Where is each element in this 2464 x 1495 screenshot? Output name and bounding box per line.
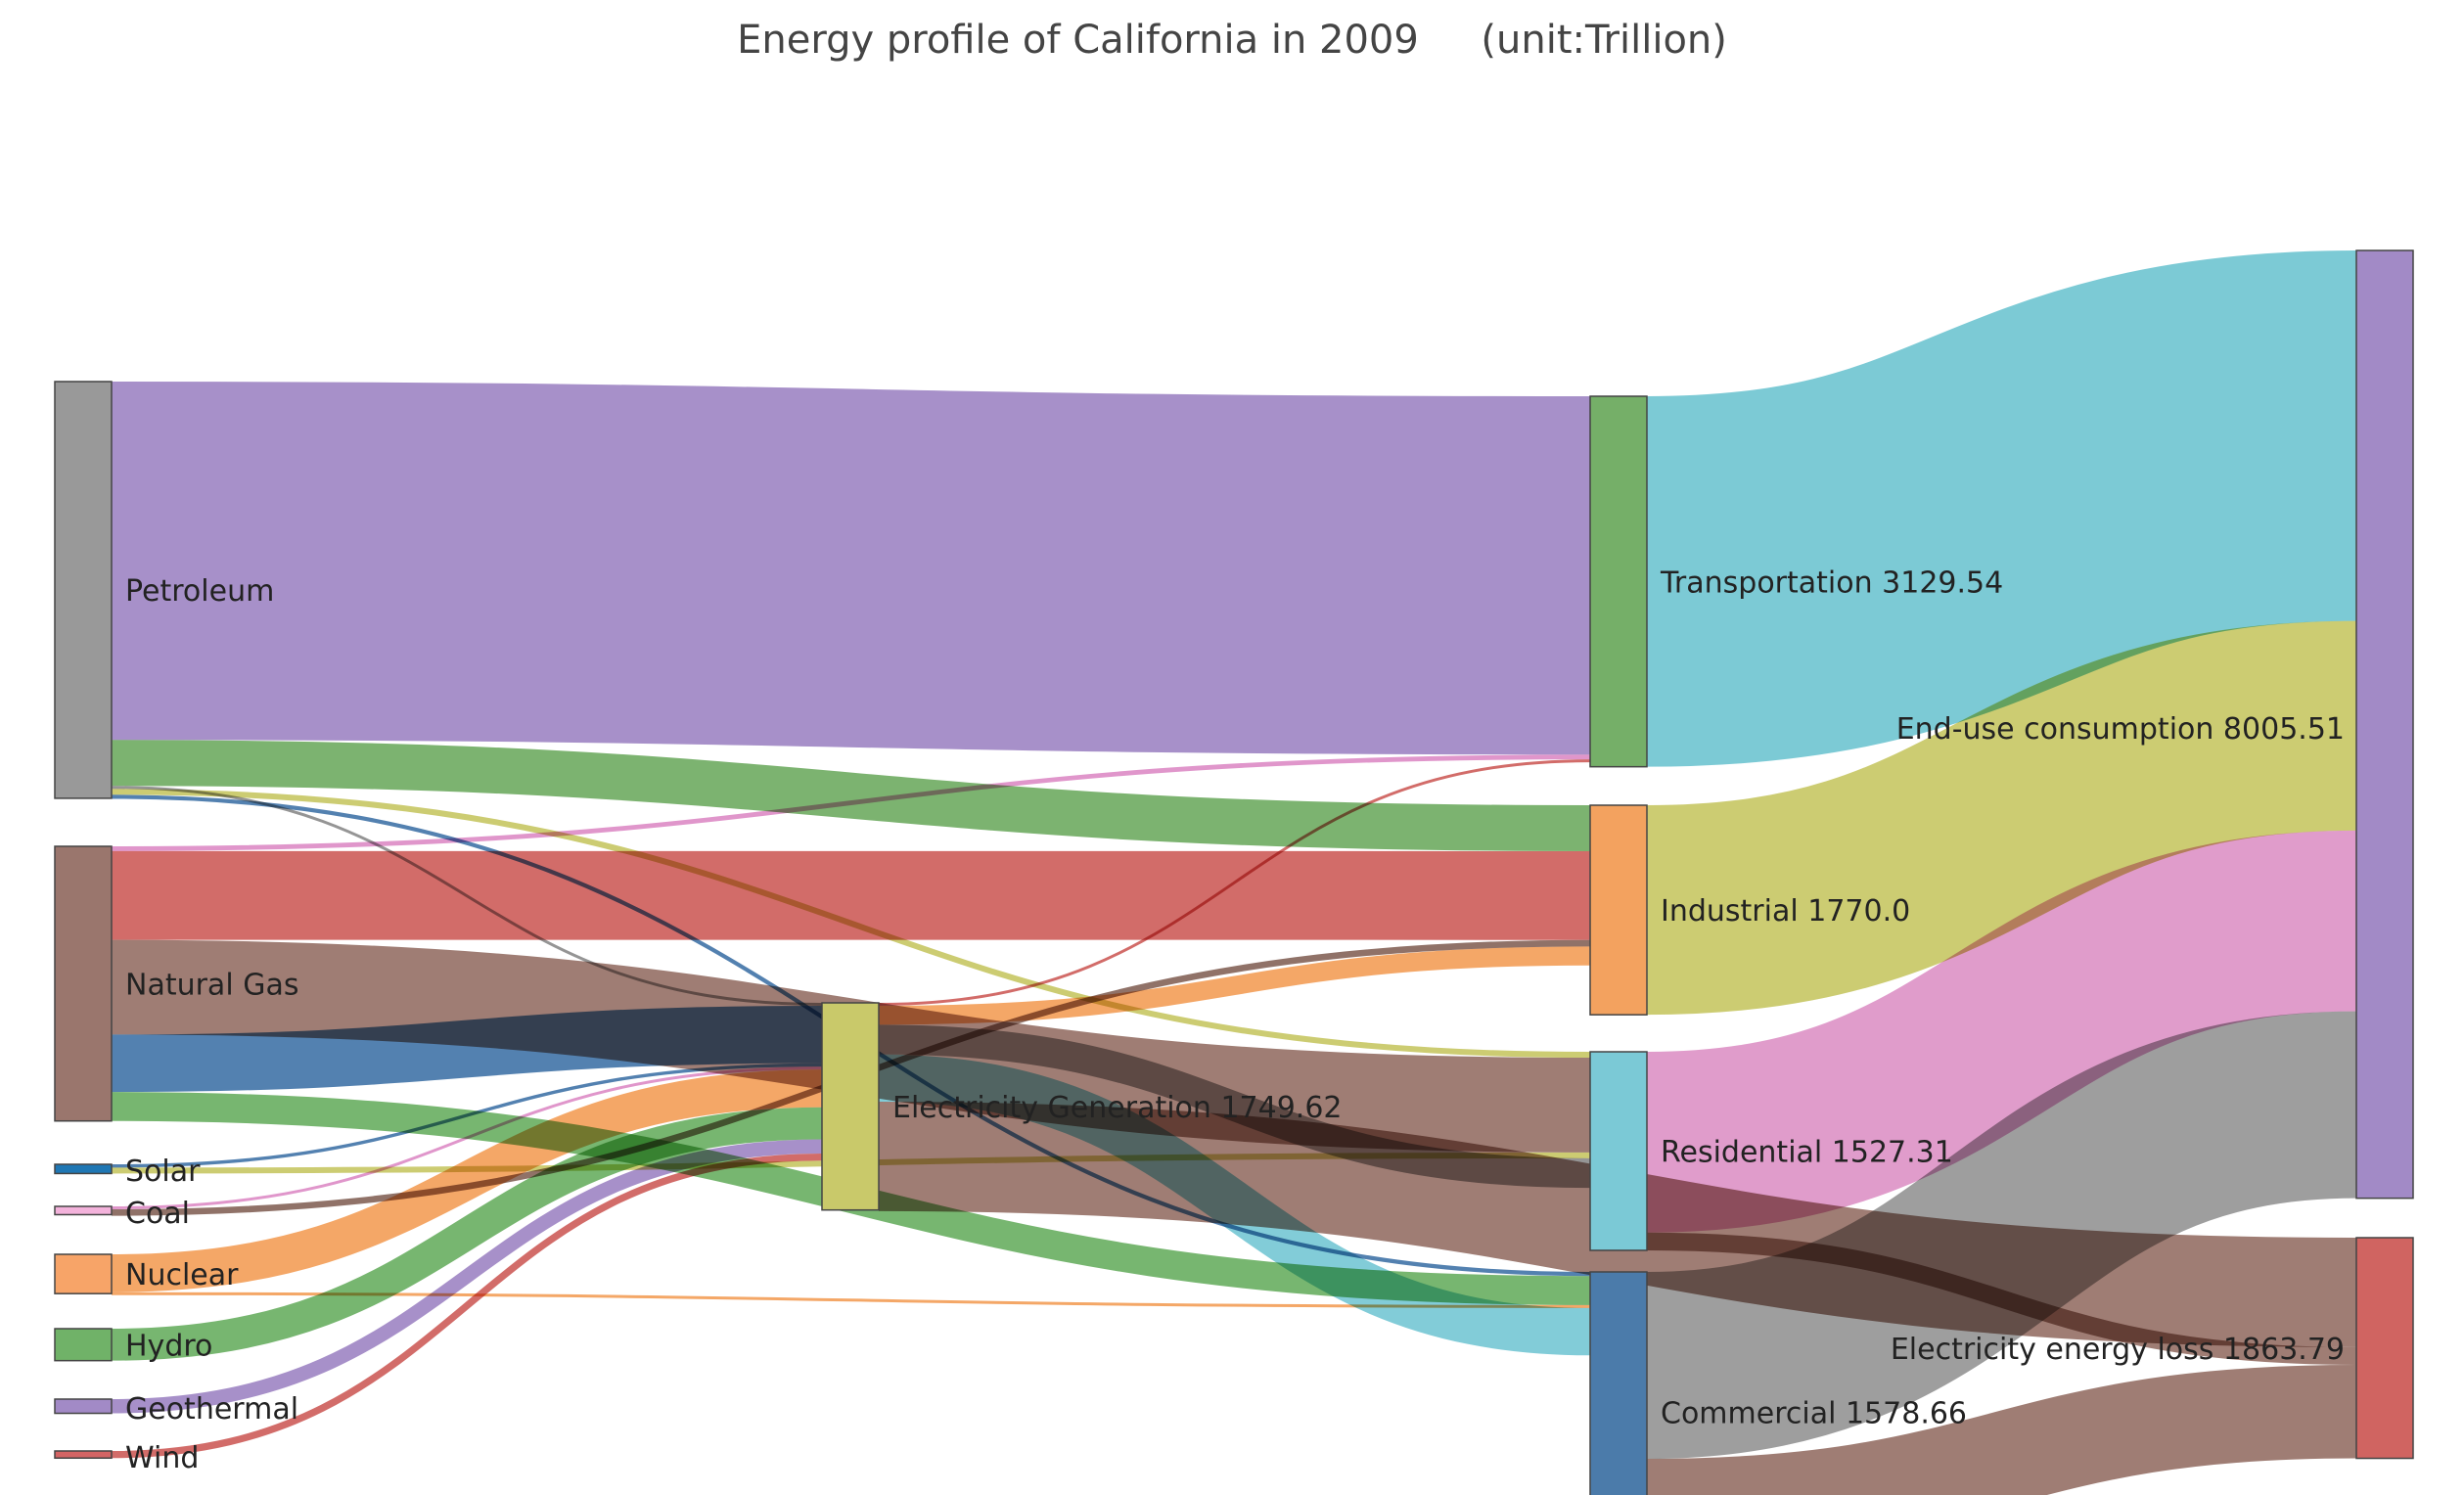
node-label-industrial: Industrial 1770.0 bbox=[1661, 894, 1910, 929]
link-wind-to-electricity_generation bbox=[111, 1153, 823, 1459]
link-electricity_generation-to-industrial bbox=[878, 946, 1591, 1025]
node-label-transportation: Transportation 3129.54 bbox=[1660, 566, 2003, 600]
link-residential-to-loss bbox=[1646, 1232, 2357, 1366]
node-label-petroleum: Petroleum bbox=[125, 574, 274, 609]
link-geothermal-to-electricity_generation bbox=[111, 1139, 823, 1414]
link-commercial-to-loss bbox=[1646, 1365, 2357, 1495]
sankey-nodes bbox=[54, 249, 2414, 1495]
link-natural_gas-to-transportation bbox=[111, 754, 1591, 851]
node-label-solar: Solar bbox=[125, 1155, 201, 1189]
link-nuclear-to-commercial bbox=[111, 1291, 1591, 1308]
node-coal bbox=[54, 1205, 113, 1216]
link-natural_gas-to-electricity_generation bbox=[111, 1005, 823, 1093]
node-industrial bbox=[1589, 804, 1648, 1016]
link-solar-to-electricity_generation bbox=[111, 1063, 823, 1168]
link-electricity_generation-to-transportation bbox=[878, 759, 1591, 1006]
node-label-end_use: End-use consumption 8005.51 bbox=[1896, 712, 2345, 747]
node-natural_gas bbox=[54, 845, 113, 1122]
link-nuclear-to-electricity_generation bbox=[111, 1069, 823, 1292]
sankey-labels: Petroleum Natural Gas Solar Coal Nuclear Hydr… bbox=[125, 566, 2345, 1475]
node-transportation bbox=[1589, 395, 1648, 768]
node-nuclear bbox=[54, 1253, 113, 1294]
node-loss bbox=[2355, 1237, 2414, 1460]
link-coal-to-electricity_generation bbox=[111, 1066, 823, 1209]
sankey-links bbox=[111, 250, 2358, 1495]
node-label-electricity_generation: Electricity Generation 1749.62 bbox=[892, 1091, 1343, 1125]
node-label-commercial: Commercial 1578.66 bbox=[1661, 1396, 1967, 1430]
node-petroleum bbox=[54, 381, 113, 799]
link-hydro-to-electricity_generation bbox=[111, 1107, 823, 1361]
node-wind bbox=[54, 1450, 113, 1460]
node-geothermal bbox=[54, 1398, 113, 1415]
node-label-loss: Electricity energy loss 1863.79 bbox=[1891, 1333, 2345, 1367]
node-label-coal: Coal bbox=[125, 1197, 190, 1231]
node-label-hydro: Hydro bbox=[125, 1329, 212, 1363]
node-label-natural_gas: Natural Gas bbox=[125, 968, 298, 1002]
node-residential bbox=[1589, 1051, 1648, 1251]
link-petroleum-to-industrial bbox=[111, 740, 1591, 851]
node-end_use bbox=[2355, 249, 2414, 1200]
link-industrial-to-end_use bbox=[1646, 620, 2357, 1016]
link-transportation-to-end_use bbox=[1645, 250, 2358, 767]
node-electricity_generation bbox=[821, 1002, 880, 1211]
node-commercial bbox=[1589, 1271, 1648, 1495]
node-label-residential: Residential 1527.31 bbox=[1661, 1135, 1953, 1169]
node-solar bbox=[54, 1163, 113, 1175]
chart-title: Energy profile of California in 2009 (un… bbox=[737, 18, 1727, 63]
node-hydro bbox=[54, 1328, 113, 1362]
link-commercial-to-end_use bbox=[1645, 1011, 2358, 1460]
link-petroleum-to-transportation bbox=[111, 381, 1591, 755]
node-label-wind: Wind bbox=[125, 1441, 199, 1475]
node-label-nuclear: Nuclear bbox=[125, 1258, 239, 1292]
node-label-geothermal: Geothermal bbox=[125, 1392, 298, 1427]
link-residential-to-end_use bbox=[1646, 830, 2357, 1233]
